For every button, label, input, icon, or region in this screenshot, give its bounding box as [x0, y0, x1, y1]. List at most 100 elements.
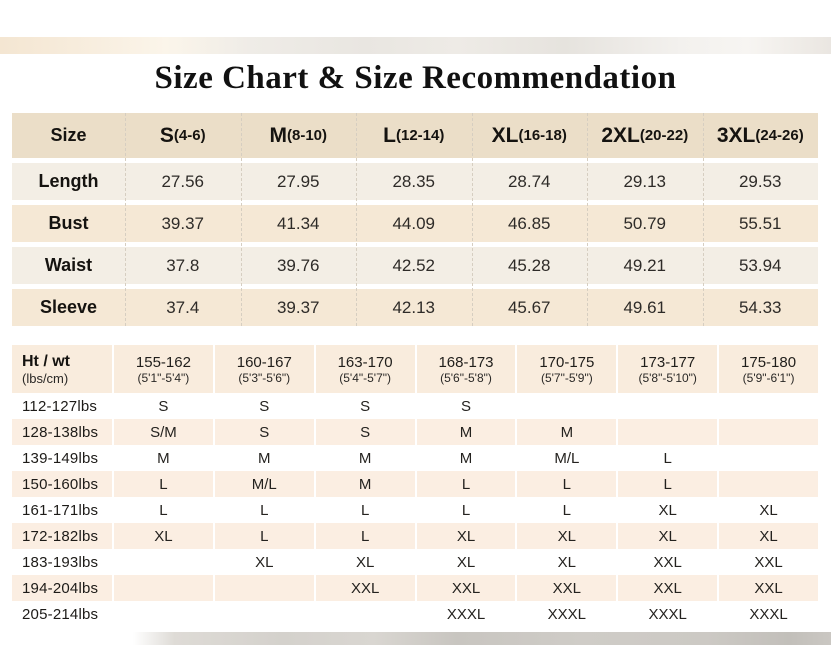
size-column-header: L (12-14)	[356, 113, 472, 158]
recommended-size: L	[114, 471, 213, 497]
measurement-value: 54.33	[738, 297, 782, 317]
weight-range: 175-180	[741, 353, 797, 371]
size-range: (16-18)	[518, 127, 567, 144]
recommended-size: XL	[517, 523, 617, 549]
recommended-size: XL	[759, 501, 778, 519]
recommended-size	[719, 419, 818, 445]
recommended-size: M	[157, 449, 170, 467]
height-column-header: 163-170 (5'4"-5'7")	[315, 345, 415, 393]
size-range: (8-10)	[286, 127, 327, 144]
measurement-label: Sleeve	[39, 297, 98, 317]
height-range: (5'7"-5'9")	[540, 370, 593, 385]
recommended-size: S	[158, 397, 169, 415]
measurement-value: 29.13	[623, 171, 667, 191]
measurement-value: 39.37	[276, 297, 320, 317]
recommended-size: S	[315, 419, 415, 445]
size-name: 2XL	[601, 123, 640, 147]
recommended-size: L	[562, 501, 572, 519]
weight-label: 161-171lbs	[22, 501, 99, 519]
size-name: 3XL	[716, 123, 756, 147]
size-range: (4-6)	[173, 127, 206, 144]
recommended-size: XL	[114, 523, 213, 549]
recommended-size: XXL	[315, 575, 415, 601]
weight-label: 150-160lbs	[12, 471, 112, 497]
size-column-header: 3XL (24-26)	[703, 113, 819, 158]
recommended-size: S/M	[114, 419, 213, 445]
recommended-size	[719, 393, 818, 419]
column-divider	[587, 113, 588, 326]
recommended-size: XL	[255, 553, 274, 571]
weight-label: 183-193lbs	[22, 553, 99, 571]
recommended-size: S	[259, 397, 270, 415]
height-column-header: 175-180 (5'9"-6'1")	[719, 345, 818, 393]
recommended-size: M	[258, 449, 271, 467]
fit-row: 161-171lbs L L L L L XL XL	[12, 497, 818, 523]
size-name: XL	[491, 123, 519, 147]
measurement-value: 27.95	[276, 171, 320, 191]
recommended-size: XXL	[653, 553, 682, 571]
recommended-size: L	[159, 501, 168, 519]
fit-recommendation-table: Ht / wt (lbs/cm) 155-162 (5'1"-5'4") 160-…	[12, 345, 818, 627]
measurement-label: Bust	[48, 213, 89, 233]
weight-range: 155-162	[135, 353, 191, 371]
measurement-value: 27.56	[161, 171, 205, 191]
height-column-header: 173-177 (5'8"-5'10")	[618, 345, 718, 393]
recommended-size: XXL	[618, 575, 718, 601]
measurement-value: 49.61	[623, 297, 667, 317]
fit-row: 112-127lbs S S S S	[12, 393, 818, 419]
size-name: M	[269, 123, 287, 147]
recommended-size: XXL	[517, 575, 617, 601]
height-column-header: 160-167 (5'3"-5'6")	[214, 345, 314, 393]
recommended-size: M/L	[214, 471, 314, 497]
size-column-header: S (4-6)	[125, 113, 241, 158]
recommended-size: XXXL	[446, 605, 486, 623]
recommended-size: XXXL	[547, 605, 587, 623]
measurement-value: 50.79	[623, 213, 667, 233]
weight-range: 168-173	[438, 353, 494, 371]
weight-range: 170-175	[539, 353, 595, 371]
recommended-size: XXXL	[749, 605, 788, 623]
recommended-size: XL	[658, 501, 677, 519]
height-column-header: 155-162 (5'1"-5'4")	[114, 345, 213, 393]
measurement-value: 49.21	[623, 255, 667, 275]
recommended-size: L	[461, 501, 471, 519]
recommended-size: L	[517, 471, 617, 497]
size-measurement-table: Size S (4-6) M (8-10) L (12-14) XL (16-18) 2…	[12, 113, 818, 331]
recommended-size	[719, 471, 818, 497]
photo-edge-top	[0, 37, 831, 54]
height-column-header: 170-175 (5'7"-5'9")	[517, 345, 617, 393]
recommended-size	[618, 393, 717, 419]
weight-range: 160-167	[236, 353, 292, 371]
recommended-size: XXL	[416, 575, 516, 601]
recommended-size: XL	[456, 553, 476, 571]
recommended-size: XL	[719, 523, 818, 549]
size-column-header: 2XL (20-22)	[587, 113, 703, 158]
height-column-header: 168-173 (5'6"-5'8")	[416, 345, 516, 393]
measurement-value: 28.35	[392, 171, 436, 191]
weight-label: 194-204lbs	[12, 575, 112, 601]
height-range: (5'8"-5'10")	[638, 370, 697, 385]
weight-label: 205-214lbs	[22, 605, 99, 623]
recommended-size: XXL	[719, 575, 818, 601]
measurement-value: 44.09	[392, 213, 436, 233]
measurement-row-waist: Waist 37.8 39.76 42.52 45.28 49.21 53.94	[12, 247, 818, 284]
fit-row: 150-160lbs L M/L M L L L	[12, 471, 818, 497]
recommended-size: L	[315, 523, 415, 549]
size-range: (20-22)	[639, 127, 689, 144]
weight-label: 112-127lbs	[22, 397, 98, 415]
fit-row: 128-138lbs S/M S S M M	[12, 419, 818, 445]
weight-label: 128-138lbs	[12, 419, 112, 445]
recommended-size: M	[517, 419, 617, 445]
recommended-size: L	[663, 449, 672, 467]
recommended-size: M	[358, 449, 372, 467]
recommended-size	[114, 549, 213, 575]
recommended-size	[316, 601, 415, 627]
recommended-size: XL	[416, 523, 516, 549]
measurement-value: 37.4	[166, 297, 200, 317]
recommended-size: XXXL	[648, 605, 687, 623]
recommended-size	[114, 575, 213, 601]
measurement-label: Length	[38, 171, 99, 191]
fit-row: 172-182lbs XL L L XL XL XL XL	[12, 523, 818, 549]
recommended-size: M	[416, 419, 516, 445]
recommended-size: M/L	[554, 449, 580, 467]
